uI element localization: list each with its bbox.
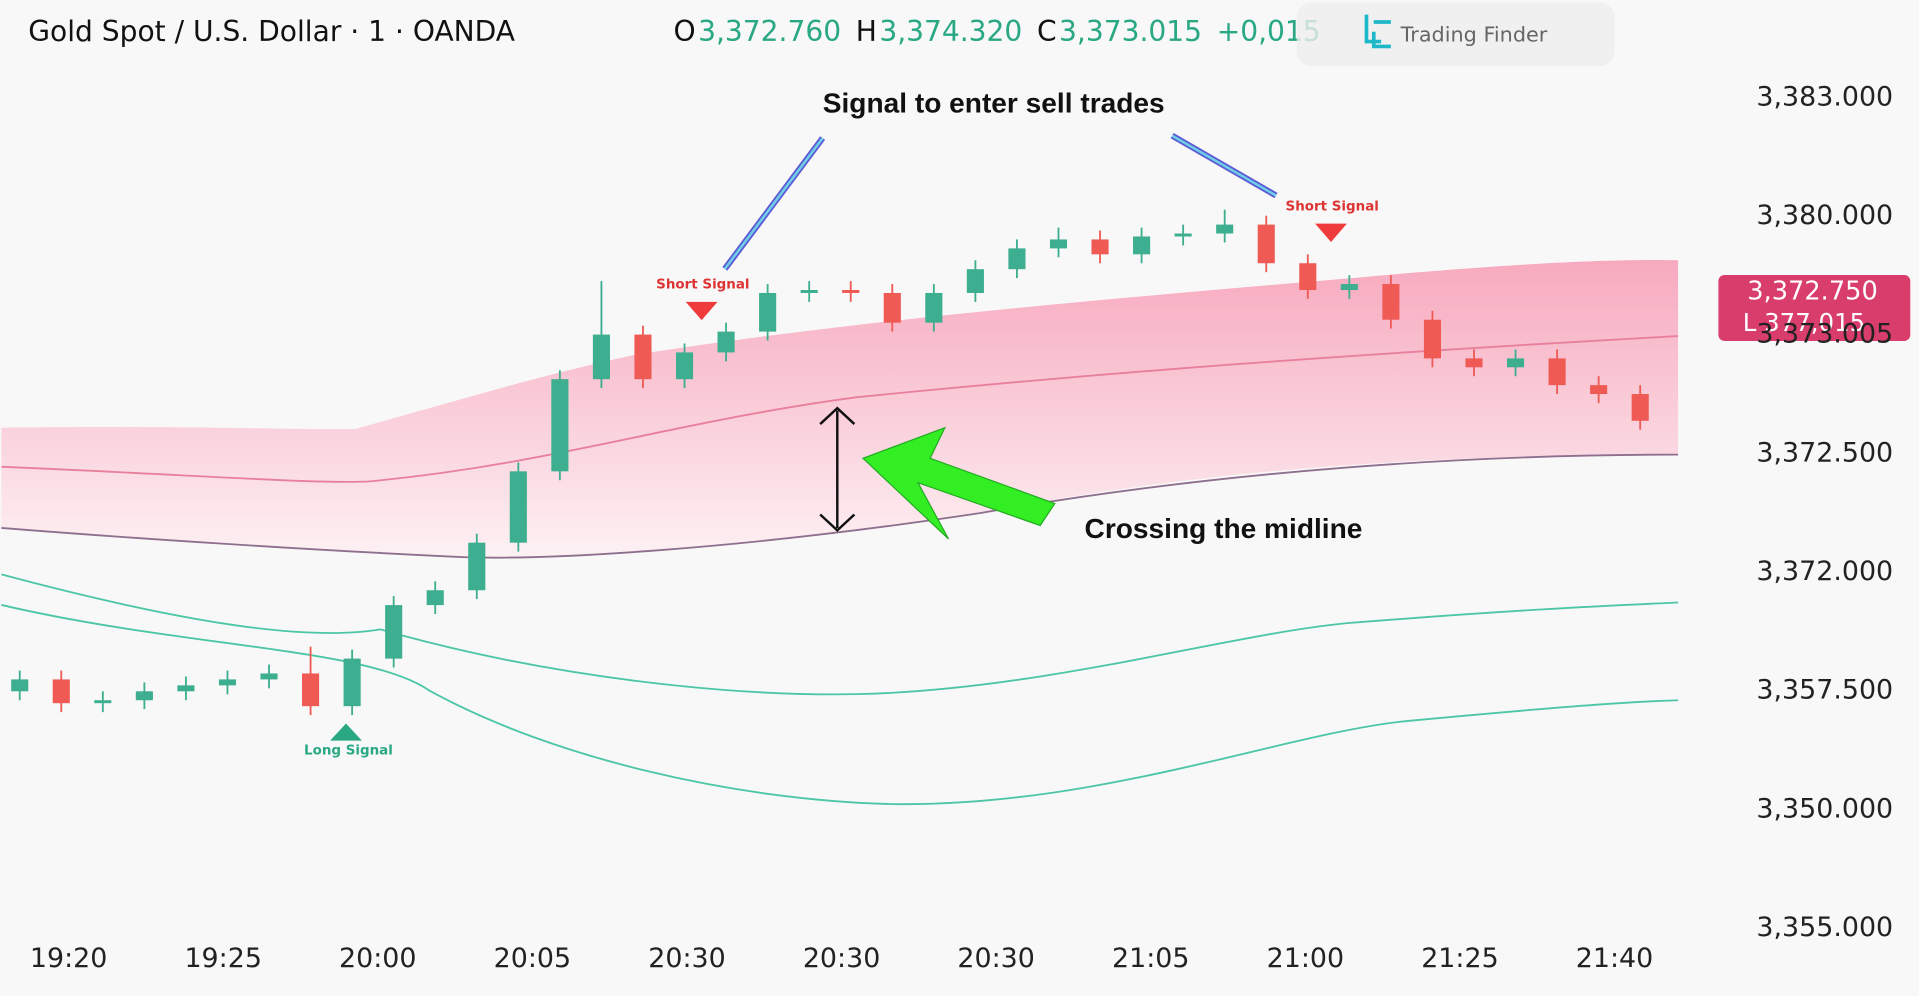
candle-body — [468, 542, 486, 591]
candle-body — [675, 352, 694, 380]
y-axis-label: 3,355.000 — [1756, 912, 1893, 943]
short-signal-label: Short Signal — [1286, 200, 1379, 215]
ohlc-header: O 3,372.760 H 3,374.320 C 3,373.015 +0,015 — [674, 15, 1321, 48]
green-arrow — [861, 426, 1056, 540]
short-signal — [685, 301, 718, 321]
ohlc-key: C — [1037, 15, 1057, 48]
ohlc-value: 3,374.320 — [879, 15, 1022, 48]
candle-body — [1133, 236, 1151, 255]
band-low — [1, 453, 1679, 559]
candle-body — [634, 334, 652, 380]
x-axis-label: 19:20 — [30, 943, 107, 974]
x-axis-label: 21:40 — [1576, 943, 1653, 974]
candle-body — [343, 658, 361, 707]
arrow — [1171, 134, 1277, 197]
candle-body — [426, 590, 444, 606]
annotation: Signal to enter sell trades — [823, 88, 1165, 119]
x-axis-label: 20:30 — [803, 943, 880, 974]
axes: 3,383.000 3,380.000 3,373.005 3,372.500 3,37… — [30, 81, 1893, 974]
candle-body — [1423, 319, 1442, 359]
candle-body — [302, 673, 320, 707]
ohlc-value: 3,372.760 — [698, 15, 841, 48]
candle-body — [1216, 224, 1234, 234]
x-axis-label: 20:00 — [339, 943, 416, 974]
candle-body — [592, 334, 610, 380]
candle-body — [1340, 284, 1358, 290]
candle-body — [717, 331, 735, 353]
candle-body — [1631, 394, 1649, 421]
candle-body — [925, 292, 943, 323]
candle-body — [218, 679, 237, 686]
candle-body — [1465, 358, 1483, 368]
candle-body — [509, 471, 527, 543]
candle-body — [966, 269, 984, 293]
candle-body — [11, 679, 29, 692]
ohlc-value: 3,373.015 — [1059, 15, 1202, 48]
candle-body — [1590, 385, 1608, 395]
short-signal-label: Short Signal — [656, 278, 749, 293]
y-axis-label: 3,373.005 — [1756, 319, 1893, 350]
candle-body — [177, 685, 195, 692]
y-axis-label: 3,357.500 — [1756, 675, 1893, 706]
badge-low: L 377,015 — [1743, 308, 1865, 337]
logo-box — [1296, 2, 1615, 66]
x-axis-label: 21:00 — [1267, 943, 1344, 974]
teal-lower — [1, 604, 1679, 806]
candle-body — [551, 379, 569, 472]
x-axis-label: 20:30 — [957, 943, 1034, 974]
x-axis-label: 21:25 — [1421, 943, 1498, 974]
y-axis-label: 3,380.000 — [1756, 200, 1893, 231]
candle-body — [1049, 239, 1068, 249]
teal-upper — [1, 573, 1679, 696]
logo-icon — [1364, 14, 1391, 49]
band-mid — [1, 335, 1679, 483]
candle-body — [1174, 233, 1192, 237]
candle-body — [1382, 284, 1400, 320]
double-arrow-heads — [819, 406, 856, 533]
y-axis-label: 3,350.000 — [1756, 793, 1893, 824]
y-axis-label: 3,383.000 — [1756, 81, 1893, 112]
ohlc-key: H — [856, 15, 877, 48]
x-axis-label: 20:05 — [494, 943, 571, 974]
candle-body — [759, 292, 777, 332]
candle-body — [1257, 224, 1275, 264]
candle-body — [842, 289, 860, 293]
candle-body — [1008, 248, 1026, 270]
candle-body — [135, 691, 153, 701]
long-signal-label: Long Signal — [304, 743, 393, 758]
chart-title: Gold Spot / U.S. Dollar · 1 · OANDA — [28, 15, 515, 48]
short-signal — [1315, 223, 1347, 242]
price-badge — [1718, 274, 1911, 341]
long-signal — [330, 723, 362, 741]
arrow — [723, 137, 824, 270]
candle-body — [385, 605, 403, 659]
candle-body — [800, 289, 818, 293]
candle-body — [883, 292, 901, 323]
x-axis-label: 20:30 — [648, 943, 725, 974]
candles — [11, 209, 1649, 716]
logo-text: Trading Finder — [1400, 22, 1548, 46]
candle-body — [260, 673, 278, 680]
x-axis-label: 19:25 — [184, 943, 261, 974]
candle-body — [1299, 263, 1317, 290]
candle-body — [1548, 358, 1566, 386]
candle-body — [1506, 358, 1525, 368]
annotation: Crossing the midline — [1085, 513, 1363, 544]
candle-body — [52, 679, 70, 704]
badge-price: 3,372.750 — [1747, 277, 1878, 307]
y-axis-label: 3,372.500 — [1756, 437, 1893, 468]
y-axis-label: 3,372.000 — [1756, 556, 1893, 587]
candle-body — [1091, 239, 1109, 255]
x-axis-label: 21:05 — [1112, 943, 1189, 974]
candle-body — [94, 700, 112, 704]
ohlc-key: O — [674, 15, 696, 48]
